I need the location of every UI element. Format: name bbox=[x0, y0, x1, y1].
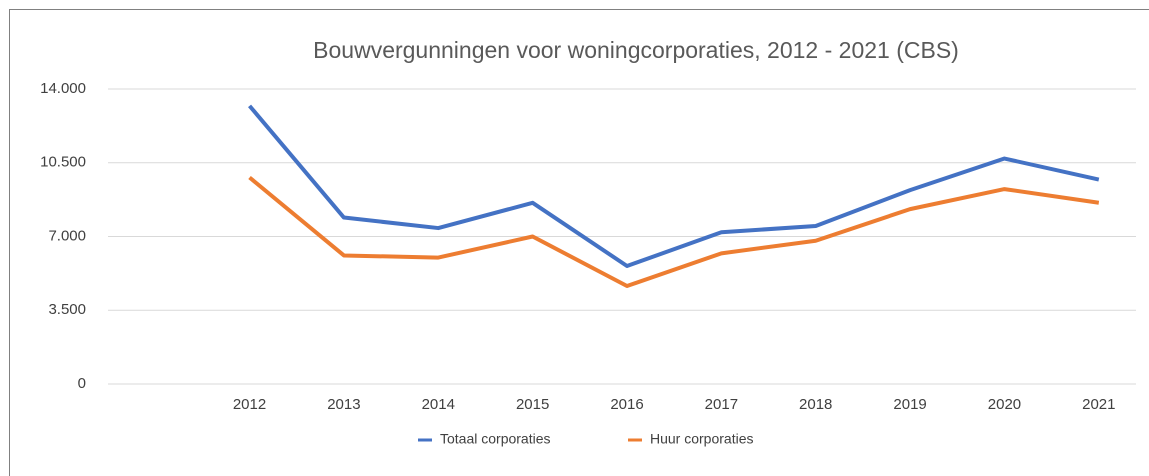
x-tick-label: 2015 bbox=[516, 396, 549, 413]
series-line bbox=[248, 175, 1100, 289]
x-tick-label: 2016 bbox=[610, 396, 643, 413]
y-tick-label: 3.500 bbox=[48, 301, 86, 318]
x-tick-label: 2012 bbox=[233, 396, 266, 413]
chart-frame bbox=[9, 9, 1149, 476]
x-tick-label: 2013 bbox=[327, 396, 360, 413]
series-line bbox=[248, 104, 1100, 268]
y-tick-label: 10.500 bbox=[40, 154, 86, 171]
y-tick-label: 14.000 bbox=[40, 80, 86, 97]
y-tick-label: 7.000 bbox=[48, 227, 86, 244]
x-tick-label: 2017 bbox=[705, 396, 738, 413]
x-tick-label: 2018 bbox=[799, 396, 832, 413]
x-tick-label: 2020 bbox=[988, 396, 1021, 413]
legend-label: Huur corporaties bbox=[650, 431, 754, 447]
x-tick-label: 2014 bbox=[422, 396, 455, 413]
chart-title: Bouwvergunningen voor woningcorporaties,… bbox=[313, 37, 959, 63]
x-tick-label: 2021 bbox=[1082, 396, 1115, 413]
x-tick-label: 2019 bbox=[893, 396, 926, 413]
legend-label: Totaal corporaties bbox=[440, 431, 551, 447]
y-tick-label: 0 bbox=[78, 375, 86, 392]
